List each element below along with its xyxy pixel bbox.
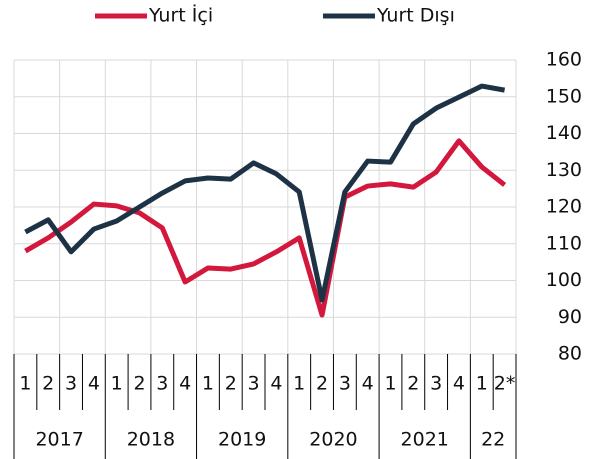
x-tick-label: 1 [111,373,123,395]
x-tick-label: 1 [476,373,488,395]
legend-label: Yurt Dışı [376,5,455,27]
x-tick-label: 3 [339,373,351,395]
data-line [24,138,507,318]
x-tick-label: 2 [225,373,237,395]
year-label: 2017 [35,429,83,451]
x-tick-label: 3 [430,373,442,395]
year-label: 2020 [309,429,357,451]
year-label: 2018 [127,429,175,451]
x-tick-label: 1 [293,373,305,395]
year-label: 2021 [401,429,449,451]
y-tick-label: 110 [546,232,582,254]
y-tick-label: 120 [546,196,582,218]
x-tick-label: 2 [316,373,328,395]
y-tick-label: 80 [558,343,582,365]
x-tick-label: 4 [179,373,191,395]
y-tick-label: 140 [546,122,582,144]
x-tick-label: 4 [88,373,100,395]
x-tick-label: 4 [270,373,282,395]
legend-label: Yurt İçi [148,4,213,27]
x-tick-label: 2* [494,373,516,395]
y-tick-label: 130 [546,159,582,181]
x-tick-label: 3 [248,373,260,395]
x-tick-label: 2 [42,373,54,395]
x-tick-label: 4 [362,373,374,395]
year-label: 22 [481,429,505,451]
x-tick-label: 3 [65,373,77,395]
y-tick-label: 160 [546,49,582,71]
x-tick-label: 1 [202,373,214,395]
x-tick-label: 1 [384,373,396,395]
x-tick-label: 3 [156,373,168,395]
x-tick-label: 2 [407,373,419,395]
x-tick-label: 2 [133,373,145,395]
x-tick-label: 4 [453,373,465,395]
y-tick-label: 150 [546,85,582,107]
x-tick-label: 1 [19,373,31,395]
data-line [24,83,506,303]
year-label: 2019 [218,429,266,451]
y-tick-label: 100 [546,269,582,291]
y-tick-label: 90 [558,306,582,328]
